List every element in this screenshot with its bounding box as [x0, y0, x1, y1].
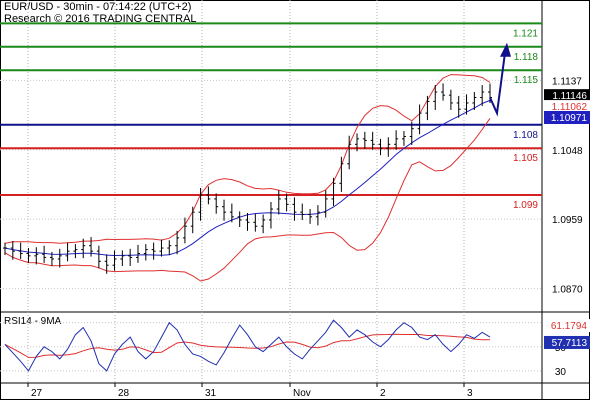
- forecast-arrow-line: [489, 52, 506, 117]
- rsi-moving-average-line: [4, 333, 490, 358]
- bollinger-upper-band: [4, 74, 491, 244]
- rsi-tick-label: 30: [555, 367, 567, 378]
- time-tick-label: 31: [205, 388, 217, 399]
- rsi-ma-value-tag-bg: [544, 319, 590, 333]
- moving-average-line: [4, 99, 491, 257]
- level-label: 1.115: [514, 75, 539, 86]
- bollinger-upper-tag-bg: [544, 100, 590, 114]
- bollinger-lower-band: [4, 118, 491, 282]
- time-tick-label: 3: [467, 388, 473, 399]
- last-price-tag-bg: [544, 89, 590, 103]
- rsi-value-tag-bg: [544, 335, 590, 349]
- time-tick-label: 28: [118, 388, 130, 399]
- time-tick-label: Nov: [293, 388, 311, 399]
- time-tick-label: 27: [31, 388, 43, 399]
- research-credit: Research © 2016 TRADING CENTRAL: [4, 13, 197, 25]
- price-tick-label: 1.1048: [552, 146, 583, 157]
- time-tick-label: 2: [380, 388, 386, 399]
- moving-average-tag: 1.10971: [551, 113, 588, 124]
- forecast-arrow-head: [500, 42, 511, 57]
- level-label: 1.118: [514, 52, 539, 63]
- moving-average-tag-bg: [544, 111, 590, 124]
- rsi-ma-value-tag: 61.1794: [551, 321, 588, 332]
- rsi-value-tag: 57.7113: [552, 338, 588, 349]
- chart-symbol-title: EUR/USD - 30min - 07:14:22 (UTC+2): [4, 1, 192, 13]
- price-tick-label: 1.0959: [552, 215, 583, 226]
- level-label: 1.099: [513, 200, 538, 211]
- rsi-panel-title: RSI14 - 9MA: [4, 316, 62, 327]
- rsi-line: [4, 319, 491, 372]
- price-tick-label: 1.0870: [552, 285, 583, 296]
- level-label: 1.105: [513, 153, 538, 164]
- last-price-tag: 1.11146: [552, 91, 587, 102]
- level-label: 1.108: [513, 130, 538, 141]
- price-tick-label: 1.1137: [552, 76, 582, 87]
- level-label: 1.121: [513, 28, 538, 39]
- bollinger-upper-tag: 1.11062: [552, 102, 588, 113]
